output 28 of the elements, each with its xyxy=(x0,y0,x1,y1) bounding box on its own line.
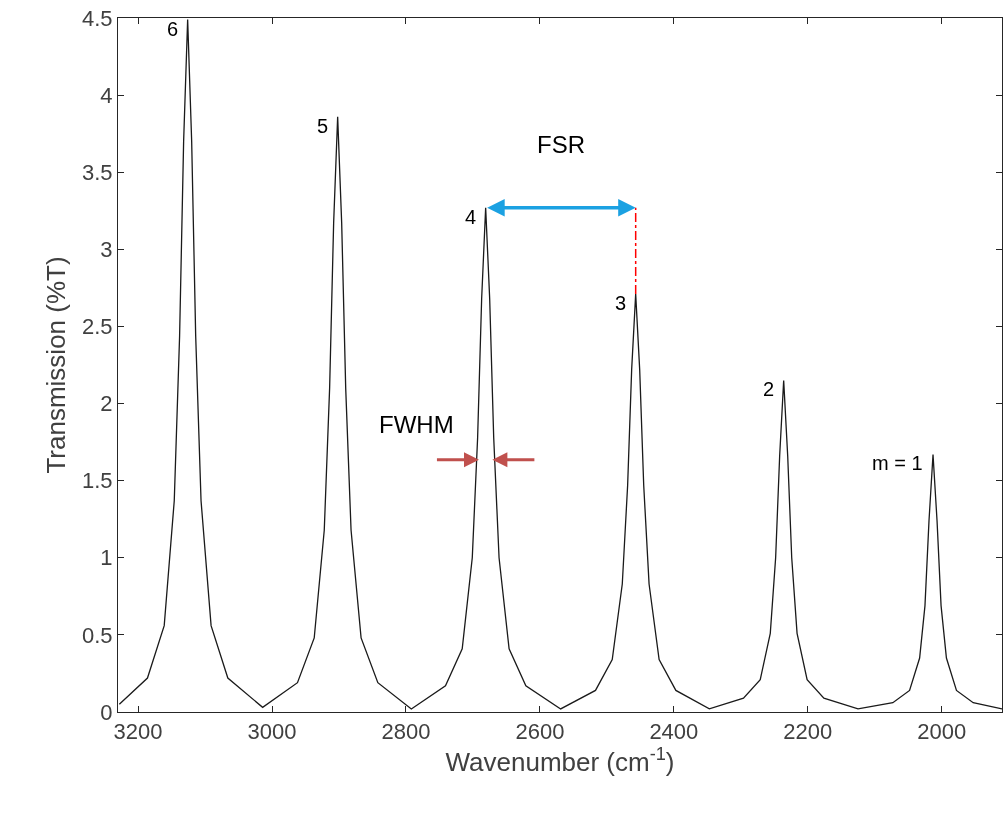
annotation: m = 1 xyxy=(872,452,923,474)
annotation: 6 xyxy=(167,18,179,40)
y-tick-label: 2 xyxy=(100,391,113,417)
x-tick-label: 3200 xyxy=(113,719,163,745)
y-tick-label: 0 xyxy=(100,699,113,725)
x-tick-label: 2000 xyxy=(917,719,967,745)
y-tick-label: 1 xyxy=(100,545,113,571)
y-tick-label: 4.5 xyxy=(82,5,113,31)
y-axis-title: Transmission (%T) xyxy=(41,256,72,474)
annotation: FWHM xyxy=(379,411,454,438)
x-tick-label: 2400 xyxy=(649,719,699,745)
annotation: 5 xyxy=(317,115,329,137)
x-tick-label: 2200 xyxy=(783,719,833,745)
y-tick-label: 4 xyxy=(100,82,113,108)
annotation: 2 xyxy=(763,378,775,400)
line-series xyxy=(118,18,1002,710)
annotation: 4 xyxy=(465,206,477,228)
y-tick-label: 3 xyxy=(100,237,113,263)
y-tick-label: 2.5 xyxy=(82,314,113,340)
x-tick-label: 2800 xyxy=(381,719,431,745)
x-tick-label: 2600 xyxy=(515,719,565,745)
x-axis-title: Wavenumber (cm$^{-1}$) xyxy=(445,744,675,778)
y-tick-label: 1.5 xyxy=(82,468,113,494)
y-tick-label: 3.5 xyxy=(82,159,113,185)
x-tick-label: 3000 xyxy=(247,719,297,745)
y-tick-label: 0.5 xyxy=(82,622,113,648)
annotation: FSR xyxy=(537,131,585,158)
annotation: 3 xyxy=(615,292,627,314)
